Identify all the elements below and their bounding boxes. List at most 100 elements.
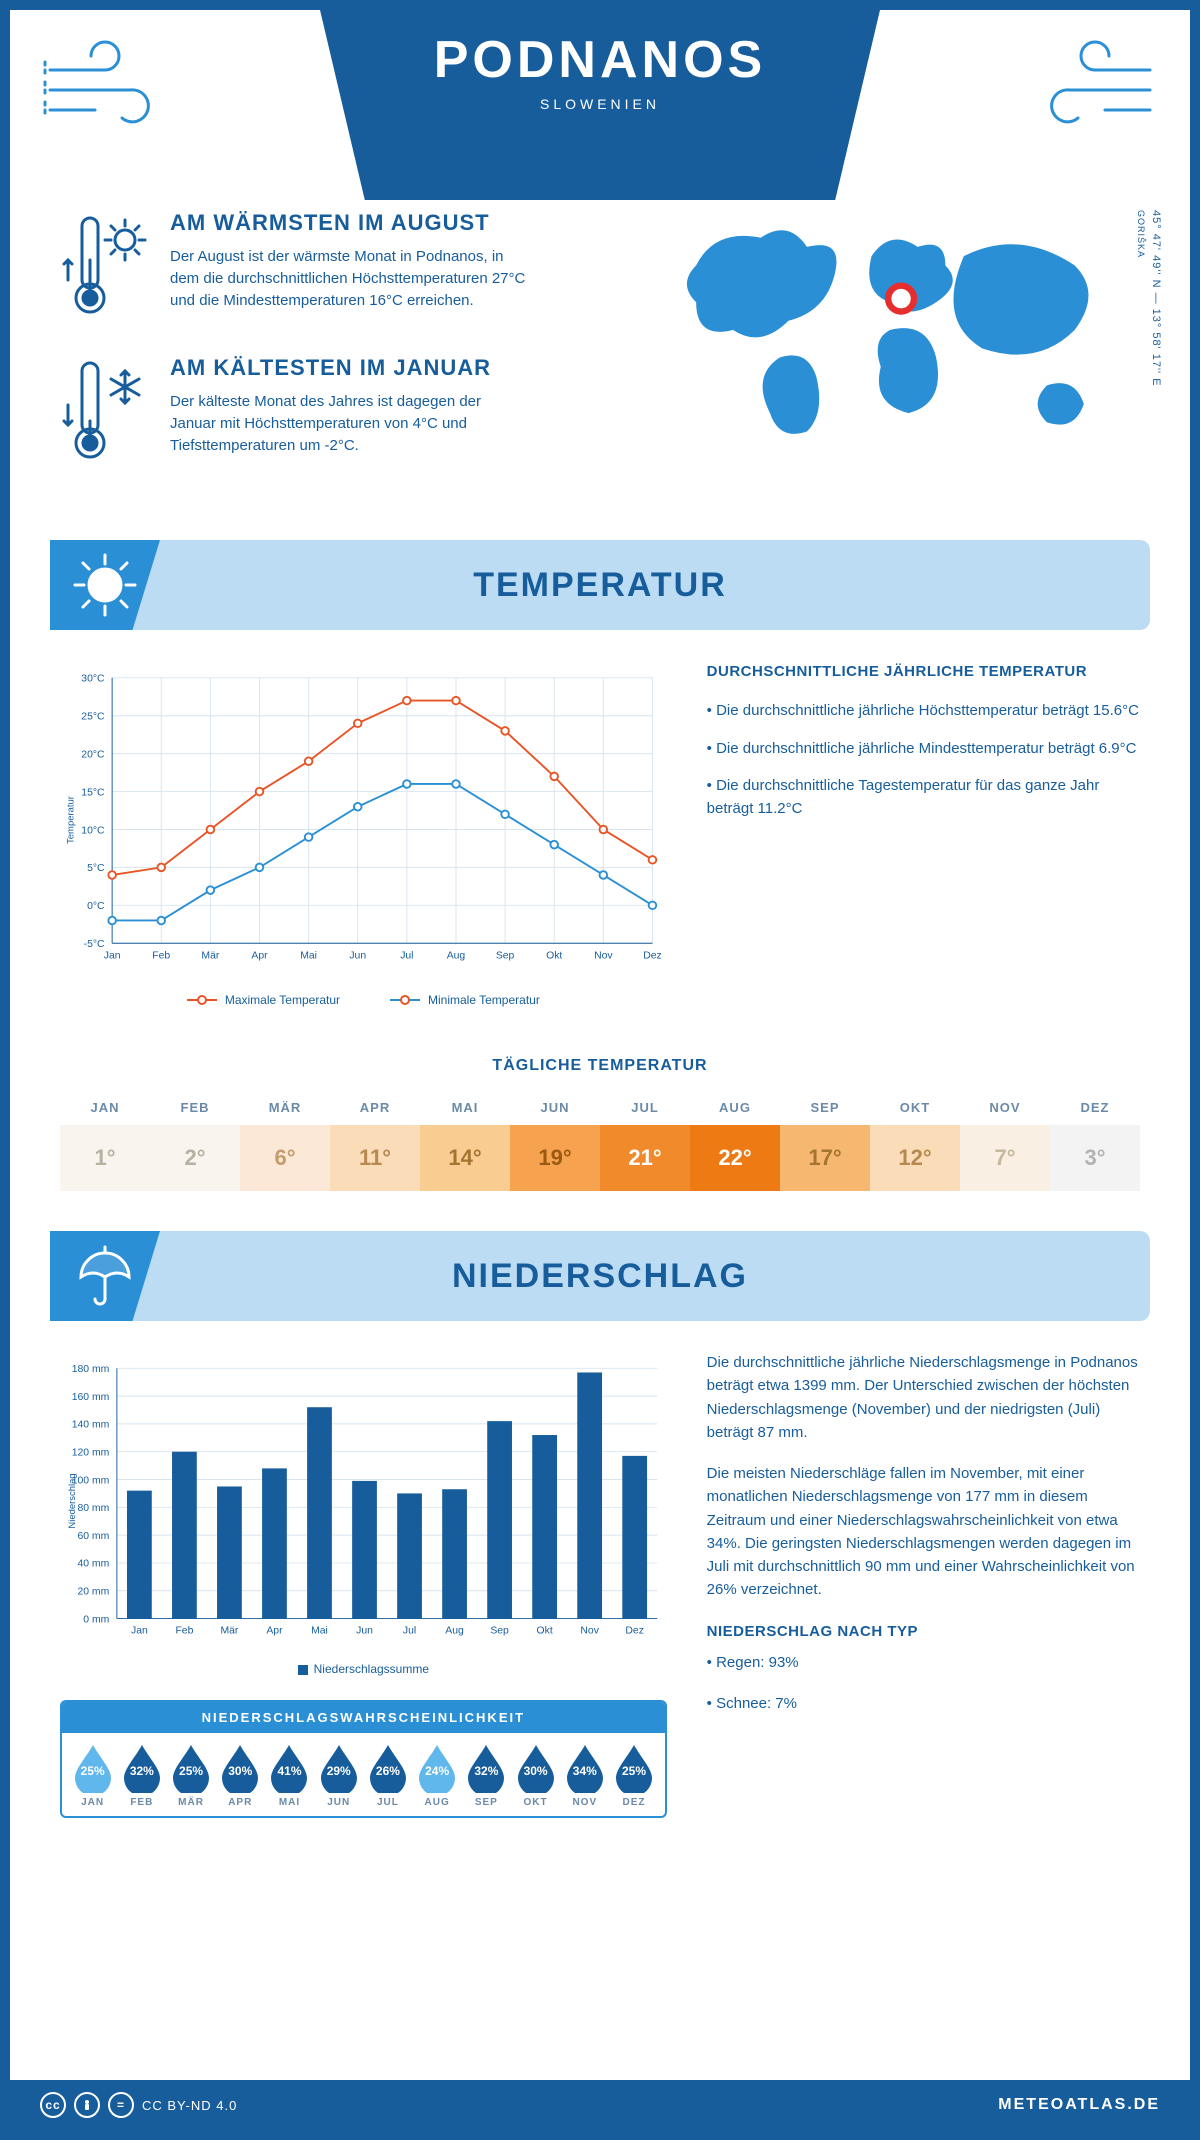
svg-text:140 mm: 140 mm — [72, 1420, 110, 1431]
raindrop-icon: 34% — [563, 1743, 607, 1793]
svg-text:Sep: Sep — [496, 950, 515, 961]
cc-icon: cc — [40, 2092, 66, 2118]
svg-text:Jun: Jun — [349, 950, 366, 961]
svg-text:0°C: 0°C — [87, 901, 105, 912]
precip-summary: Die durchschnittliche jährliche Niedersc… — [707, 1351, 1140, 1818]
daily-temp-table: JAN1°FEB2°MÄR6°APR11°MAI14°JUN19°JUL21°A… — [60, 1089, 1140, 1191]
precip-body: 0 mm20 mm40 mm60 mm80 mm100 mm120 mm140 … — [10, 1351, 1190, 1838]
precip-bar-chart: 0 mm20 mm40 mm60 mm80 mm100 mm120 mm140 … — [60, 1351, 667, 1676]
city-title: PODNANOS — [360, 30, 840, 90]
temperature-line-chart: -5°C0°C5°C10°C15°C20°C25°C30°CJanFebMärA… — [60, 660, 667, 1007]
precip-prob-cell: 24% AUG — [413, 1743, 462, 1808]
intro-row: AM WÄRMSTEN IM AUGUST Der August ist der… — [10, 200, 1190, 530]
daily-temp-cell: OKT12° — [870, 1090, 960, 1191]
daily-temp-cell: MAI14° — [420, 1090, 510, 1191]
svg-text:Jan: Jan — [131, 1626, 148, 1637]
thermometer-hot-icon — [60, 210, 150, 325]
daily-temp-cell: SEP17° — [780, 1090, 870, 1191]
temperature-title: TEMPERATUR — [473, 566, 727, 605]
svg-text:160 mm: 160 mm — [72, 1392, 110, 1403]
svg-text:Jun: Jun — [356, 1626, 373, 1637]
svg-text:5°C: 5°C — [87, 863, 105, 874]
svg-text:Jul: Jul — [403, 1626, 416, 1637]
precip-type2: • Schnee: 7% — [707, 1692, 1140, 1715]
temp-side-title: DURCHSCHNITTLICHE JÄHRLICHE TEMPERATUR — [707, 660, 1140, 683]
legend-min-label: Minimale Temperatur — [428, 993, 540, 1007]
svg-text:Okt: Okt — [546, 950, 562, 961]
nd-icon: = — [108, 2092, 134, 2118]
svg-text:Mär: Mär — [201, 950, 219, 961]
coords-label: 45° 47' 49'' N — 13° 58' 17'' E — [1150, 210, 1162, 387]
svg-text:-5°C: -5°C — [84, 939, 105, 950]
svg-text:20 mm: 20 mm — [77, 1587, 109, 1598]
precip-prob-box: NIEDERSCHLAGSWAHRSCHEINLICHKEIT 25% JAN … — [60, 1700, 667, 1818]
precip-prob-cell: 30% OKT — [511, 1743, 560, 1808]
temperature-section-header: TEMPERATUR — [50, 540, 1150, 630]
precip-type1: • Regen: 93% — [707, 1651, 1140, 1674]
daily-temp-cell: JUL21° — [600, 1090, 690, 1191]
thermometer-cold-icon — [60, 355, 150, 470]
svg-text:Mai: Mai — [300, 950, 317, 961]
region-label: GORIŠKA — [1136, 210, 1146, 258]
temp-bullet2: • Die durchschnittliche jährliche Mindes… — [707, 737, 1140, 760]
raindrop-icon: 32% — [464, 1743, 508, 1793]
svg-text:0 mm: 0 mm — [83, 1614, 109, 1625]
license-text: CC BY-ND 4.0 — [142, 2098, 237, 2113]
raindrop-icon: 25% — [71, 1743, 115, 1793]
raindrop-icon: 26% — [366, 1743, 410, 1793]
temperature-summary: DURCHSCHNITTLICHE JÄHRLICHE TEMPERATUR •… — [707, 660, 1140, 1007]
svg-text:Temperatur: Temperatur — [65, 796, 76, 844]
svg-text:Niederschlag: Niederschlag — [67, 1473, 78, 1528]
daily-temp-title: TÄGLICHE TEMPERATUR — [10, 1057, 1190, 1075]
svg-text:Feb: Feb — [152, 950, 170, 961]
precip-prob-cell: 34% NOV — [560, 1743, 609, 1808]
precip-type-title: NIEDERSCHLAG NACH TYP — [707, 1620, 1140, 1643]
svg-text:180 mm: 180 mm — [72, 1364, 110, 1375]
svg-text:Jul: Jul — [400, 950, 413, 961]
raindrop-icon: 25% — [169, 1743, 213, 1793]
precip-title: NIEDERSCHLAG — [452, 1257, 748, 1296]
svg-text:25°C: 25°C — [81, 712, 105, 723]
precip-prob-cell: 25% MÄR — [166, 1743, 215, 1808]
daily-temp-cell: MÄR6° — [240, 1090, 330, 1191]
umbrella-icon — [50, 1231, 160, 1321]
precip-prob-cell: 25% DEZ — [609, 1743, 658, 1808]
footer: cc = CC BY-ND 4.0 METEOATLAS.DE — [10, 2080, 1190, 2130]
precip-prob-cell: 29% JUN — [314, 1743, 363, 1808]
svg-text:Nov: Nov — [594, 950, 613, 961]
daily-temp-cell: DEZ3° — [1050, 1090, 1140, 1191]
license-block: cc = CC BY-ND 4.0 — [40, 2092, 237, 2118]
map-column: GORIŠKA 45° 47' 49'' N — 13° 58' 17'' E — [640, 210, 1140, 500]
svg-text:Mär: Mär — [220, 1626, 238, 1637]
header: PODNANOS SLOWENIEN — [10, 10, 1190, 200]
precip-para2: Die meisten Niederschläge fallen im Nove… — [707, 1462, 1140, 1602]
coldest-fact: AM KÄLTESTEN IM JANUAR Der kälteste Mona… — [60, 355, 610, 470]
daily-temp-cell: JUN19° — [510, 1090, 600, 1191]
temp-bullet3: • Die durchschnittliche Tagestemperatur … — [707, 774, 1140, 821]
wind-icon — [1020, 40, 1160, 145]
svg-text:Apr: Apr — [251, 950, 268, 961]
precip-prob-cell: 26% JUL — [363, 1743, 412, 1808]
legend-max-label: Maximale Temperatur — [225, 993, 340, 1007]
wind-icon — [40, 40, 180, 145]
svg-text:120 mm: 120 mm — [72, 1447, 110, 1458]
warmest-body: Der August ist der wärmste Monat in Podn… — [170, 246, 530, 311]
svg-text:Nov: Nov — [580, 1626, 599, 1637]
world-map-icon — [640, 210, 1140, 455]
daily-temp-cell: APR11° — [330, 1090, 420, 1191]
temperature-legend: .legend-line:nth-child(1)::after{border-… — [60, 993, 667, 1007]
precip-prob-cell: 25% JAN — [68, 1743, 117, 1808]
raindrop-icon: 25% — [612, 1743, 656, 1793]
title-banner: PODNANOS SLOWENIEN — [320, 10, 880, 200]
precip-prob-cell: 41% MAI — [265, 1743, 314, 1808]
precip-prob-cell: 32% FEB — [117, 1743, 166, 1808]
coldest-title: AM KÄLTESTEN IM JANUAR — [170, 355, 530, 381]
daily-temp-cell: FEB2° — [150, 1090, 240, 1191]
coldest-body: Der kälteste Monat des Jahres ist dagege… — [170, 391, 530, 456]
precip-section-header: NIEDERSCHLAG — [50, 1231, 1150, 1321]
precip-prob-cell: 30% APR — [216, 1743, 265, 1808]
svg-text:Apr: Apr — [266, 1626, 283, 1637]
svg-text:60 mm: 60 mm — [77, 1531, 109, 1542]
svg-text:Sep: Sep — [490, 1626, 509, 1637]
raindrop-icon: 29% — [317, 1743, 361, 1793]
